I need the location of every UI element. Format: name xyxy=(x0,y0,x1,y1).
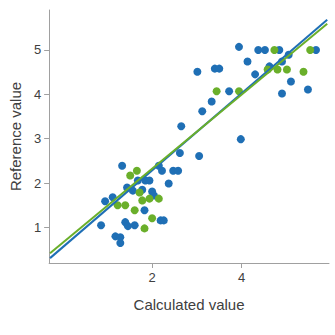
svg-text:2: 2 xyxy=(34,176,41,191)
svg-text:3: 3 xyxy=(34,131,41,146)
svg-text:Calculated value: Calculated value xyxy=(134,296,245,313)
svg-text:Reference value: Reference value xyxy=(7,82,24,191)
svg-text:1: 1 xyxy=(34,220,41,235)
svg-text:5: 5 xyxy=(34,42,41,57)
svg-text:2: 2 xyxy=(149,270,156,285)
svg-text:4: 4 xyxy=(238,270,245,285)
svg-text:4: 4 xyxy=(34,87,41,102)
